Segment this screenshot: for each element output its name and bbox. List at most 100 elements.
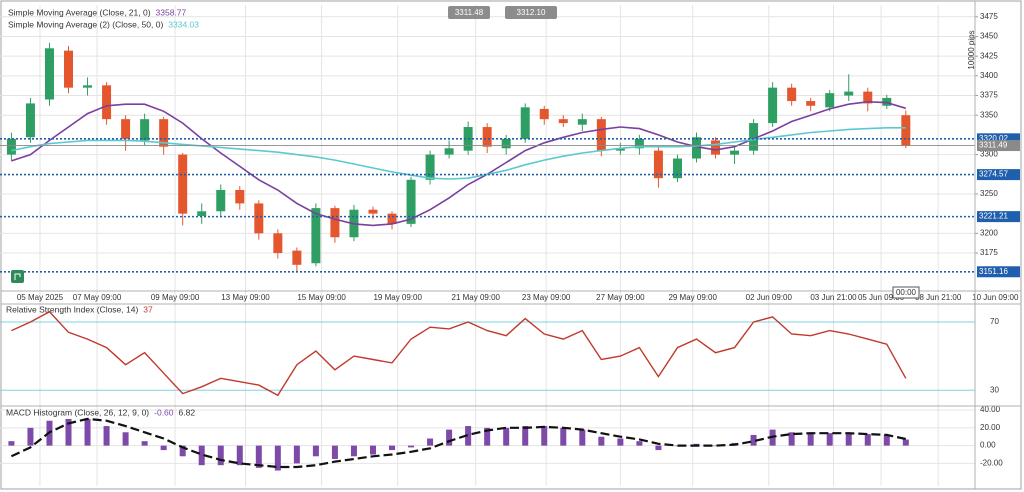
candle-body: [330, 208, 340, 238]
candle-body: [444, 148, 454, 155]
histogram-bar: [522, 426, 529, 446]
price-level-label: 3320.02: [979, 134, 1008, 143]
histogram-bar: [579, 429, 586, 446]
histogram-bar: [788, 432, 795, 446]
y-tick-label: 3175: [980, 248, 998, 257]
legend-name: Simple Moving Average (2) (Close, 50, 0): [8, 19, 163, 29]
price-level-label: 3221.21: [979, 212, 1008, 221]
histogram-bar: [902, 439, 909, 446]
candle-body: [140, 119, 150, 141]
histogram-bar: [8, 441, 15, 446]
histogram-bar: [160, 445, 167, 451]
y-tick-label: 0.00: [980, 441, 996, 450]
y-tick-label: 3475: [980, 12, 998, 21]
candle-body: [730, 150, 740, 155]
candle-body: [292, 250, 302, 265]
candle-body: [749, 123, 759, 151]
legend-name: Relative Strength Index (Close, 14): [6, 304, 138, 314]
histogram-bar: [427, 438, 434, 446]
candle-body: [102, 85, 112, 120]
last-price-label: 3311.49: [979, 141, 1008, 150]
candle-body: [254, 203, 264, 234]
y-tick-label: 3375: [980, 91, 998, 100]
signal-line: [10, 417, 907, 469]
histogram-bar: [655, 445, 662, 451]
histogram-bar: [350, 445, 357, 457]
candle-body: [901, 115, 911, 146]
candle-body: [787, 87, 797, 102]
price-level-badge: [977, 266, 1020, 278]
candle-body: [634, 138, 644, 149]
y-tick-label: 70: [990, 317, 999, 326]
histogram-bar: [389, 445, 396, 451]
histogram-bar: [236, 445, 243, 466]
histogram-bar: [503, 427, 510, 446]
histogram-bar: [560, 427, 567, 446]
x-tick-label: 23 May 09:00: [522, 293, 571, 302]
candle-body: [825, 93, 835, 108]
histogram-bar: [312, 445, 319, 457]
candle-body: [197, 211, 207, 216]
histogram-bar: [541, 426, 548, 446]
candle-body: [768, 87, 778, 124]
candle-body: [863, 91, 873, 104]
ask-price: 3312.10: [517, 8, 546, 17]
legend-name: Simple Moving Average (Close, 21, 0): [8, 7, 151, 17]
y-tick-label: 3400: [980, 71, 998, 80]
candle-body: [711, 140, 721, 155]
x-tick-label: 05 Jun 09:00: [858, 293, 905, 302]
y-tick-label: 30: [990, 385, 999, 394]
overlay-layer: 05 May 2025 07 May 09:00 09 May 09:00 13 Ma…: [6, 7, 1020, 468]
y-tick-label: 3300: [980, 150, 998, 159]
histogram-bar: [179, 445, 186, 457]
x-tick-label: 05 May 2025: [17, 293, 64, 302]
candle-body: [216, 190, 226, 212]
bid-badge[interactable]: [448, 6, 490, 19]
price-level-badge: [977, 169, 1020, 181]
x-tick-label: 03 Jun 21:00: [810, 293, 857, 302]
x-tick-label: 13 May 09:00: [221, 293, 270, 302]
histogram-bar: [141, 441, 148, 446]
histogram-bar: [446, 429, 453, 446]
ask-badge[interactable]: [505, 6, 557, 19]
histogram-bar: [845, 433, 852, 446]
histogram-bar: [274, 445, 281, 471]
y-tick-label: 3450: [980, 32, 998, 41]
candle-body: [596, 119, 606, 151]
histogram-bar: [883, 434, 890, 446]
candle-body: [615, 148, 625, 151]
histogram-bar: [484, 427, 491, 446]
histogram-bar: [198, 445, 205, 466]
histogram-bar: [636, 441, 643, 446]
histogram-bar: [331, 445, 338, 459]
histogram-bar: [217, 445, 224, 466]
legend-value: -0.60: [154, 407, 174, 417]
histogram-bar: [255, 445, 262, 468]
candle-body: [44, 48, 54, 100]
x-tick-label: 29 May 09:00: [668, 293, 717, 302]
time-badge: [892, 286, 920, 299]
candle-body: [83, 85, 93, 88]
candle-body: [368, 209, 378, 214]
histogram-bar: [27, 427, 34, 446]
candle-body: [520, 107, 530, 139]
x-tick-label: 15 May 09:00: [297, 293, 346, 302]
candle-body: [558, 119, 568, 124]
moving-average-line: [11, 100, 907, 227]
y-tick-label: 3250: [980, 189, 998, 198]
histogram-bar: [807, 433, 814, 446]
y-tick-label: 3425: [980, 51, 998, 60]
trade-button[interactable]: [11, 270, 24, 283]
candle-body: [235, 190, 245, 204]
candle-body: [653, 150, 663, 179]
x-tick-label: 02 Jun 09:00: [746, 293, 793, 302]
x-tick-label: 19 May 09:00: [373, 293, 422, 302]
histogram-bar: [864, 434, 871, 446]
histogram-bar: [598, 436, 605, 446]
rsi-line: [11, 310, 907, 397]
y-tick-label: 40.00: [980, 405, 1001, 414]
candle-body: [273, 233, 283, 253]
